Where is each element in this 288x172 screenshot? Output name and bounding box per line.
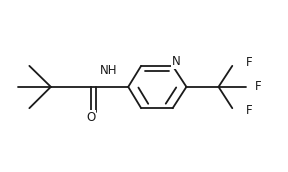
Text: F: F (255, 80, 262, 93)
Text: NH: NH (100, 64, 118, 78)
Text: F: F (246, 104, 253, 117)
Text: F: F (246, 56, 253, 69)
Text: N: N (172, 55, 181, 68)
Text: O: O (86, 111, 96, 123)
